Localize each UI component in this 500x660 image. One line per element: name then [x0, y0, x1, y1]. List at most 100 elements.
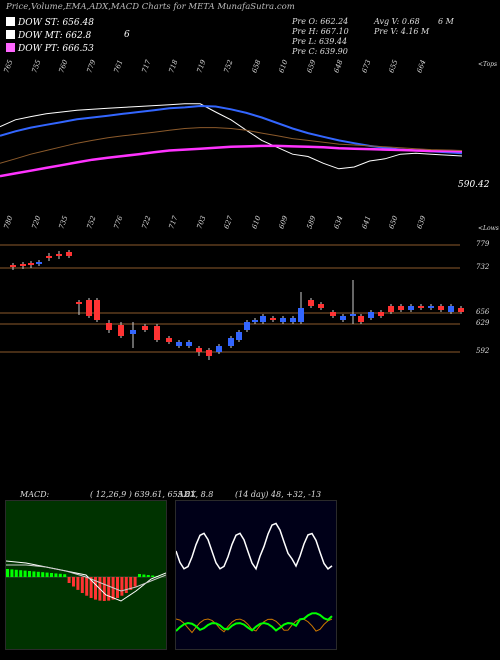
pre-low: Pre L: 639.44 [292, 37, 348, 46]
legend-dow-mt-extra: 6 [124, 30, 130, 40]
candle-body-43 [438, 306, 444, 310]
pre-open: Pre O: 662.24 [292, 17, 349, 26]
legend-swatch-pt [6, 43, 15, 52]
macd-hist-8 [41, 572, 45, 577]
avg-volume: Avg V: 0.68 [374, 17, 420, 26]
candle-body-11 [118, 325, 124, 336]
macd-signal-line [6, 564, 166, 592]
candle-body-24 [252, 320, 258, 322]
macd-hist-4 [23, 570, 27, 577]
candle-body-38 [388, 306, 394, 312]
level-label-0: 779 [476, 240, 490, 248]
adx-chart [176, 522, 333, 634]
macd-hist-10 [50, 573, 53, 577]
candle-body-33 [340, 316, 346, 320]
candle-body-7 [76, 302, 82, 304]
macd-hist-7 [36, 571, 40, 577]
candle-body-34 [350, 314, 356, 316]
candle-body-17 [186, 342, 192, 346]
macd-hist-11 [54, 573, 58, 577]
price-last-value: 590.42 [458, 180, 490, 190]
macd-hist-1 [10, 569, 14, 577]
level-label-3: 629 [476, 319, 490, 327]
macd-hist-6 [32, 571, 36, 577]
macd-line [6, 560, 166, 602]
macd-hist-30 [138, 574, 141, 577]
ema-extra-0 [0, 127, 463, 164]
macd-hist-26 [120, 577, 124, 596]
legend-dow-mt-label: DOW MT: 662.8 [18, 31, 92, 41]
price-ema-chart [0, 103, 463, 178]
macd-hist-12 [58, 573, 62, 577]
candle-body-13 [142, 326, 148, 330]
pre-volume: Pre V: 4.16 M [374, 27, 430, 36]
candle-body-18 [196, 348, 202, 352]
macd-chart [6, 560, 166, 602]
candle-body-9 [94, 300, 100, 320]
macd-hist-18 [85, 577, 89, 596]
macd-hist-3 [19, 570, 23, 577]
candle-body-40 [408, 306, 414, 310]
macd-hist-33 [151, 575, 155, 577]
pre-high: Pre H: 667.10 [292, 27, 349, 36]
candle-body-16 [176, 342, 182, 346]
adx-panel [175, 500, 337, 650]
candle-body-20 [216, 346, 222, 352]
candle-body-29 [298, 308, 304, 322]
legend-dow-st-label: DOW ST: 656.48 [18, 18, 94, 28]
macd-hist-16 [76, 577, 80, 590]
macd-values: ( 12,26,9 ) 639.61, 655.81, 8.8 [90, 490, 214, 499]
legend-dow-pt-label: DOW PT: 666.53 [18, 44, 94, 54]
level-label-1: 732 [476, 263, 490, 271]
candle-body-15 [166, 338, 172, 342]
candle-body-31 [318, 304, 324, 308]
macd-hist-27 [124, 577, 128, 594]
candle-body-1 [20, 264, 26, 266]
candle-body-5 [56, 254, 62, 256]
candle-body-36 [368, 312, 374, 318]
candle-body-37 [378, 312, 384, 316]
level-label-4: 592 [476, 347, 490, 355]
plus-di-line [176, 612, 333, 632]
candle-body-25 [260, 316, 266, 322]
lows-label: <Lows [478, 225, 499, 232]
candle-body-21 [228, 338, 234, 346]
macd-hist-9 [45, 572, 49, 577]
candle-body-39 [398, 306, 404, 310]
candle-body-45 [458, 308, 464, 312]
macd-panel [5, 500, 167, 650]
macd-hist-13 [63, 574, 67, 577]
macd-hist-23 [107, 577, 111, 601]
adx-label: ADX [178, 490, 196, 499]
ema-line-2 [0, 144, 463, 178]
candle-body-42 [428, 306, 434, 308]
legend-dow-pt: DOW PT: 666.53 [6, 43, 94, 54]
candle-body-3 [36, 262, 42, 264]
candle-body-44 [448, 306, 454, 312]
macd-hist-17 [80, 577, 84, 594]
candle-body-8 [86, 300, 92, 316]
candle-body-23 [244, 322, 250, 330]
candle-body-14 [154, 326, 160, 340]
candle-body-41 [418, 306, 424, 308]
macd-hist-25 [116, 577, 119, 598]
candle-body-2 [28, 263, 34, 265]
candle-body-6 [66, 252, 72, 256]
legend-swatch-st [6, 17, 15, 26]
minus-di-line [176, 618, 333, 634]
candle-body-32 [330, 312, 336, 316]
macd-hist-32 [146, 575, 150, 577]
ema-line-0 [0, 103, 463, 170]
adx-values: (14 day) 48, +32, -13 [235, 490, 322, 499]
adx-line [176, 522, 333, 571]
macd-hist-15 [72, 577, 75, 587]
candle-body-28 [290, 318, 296, 322]
macd-hist-22 [102, 577, 106, 601]
macd-hist-2 [14, 569, 18, 577]
avg-volume-unit: 6 M [438, 17, 454, 26]
candle-body-26 [270, 318, 276, 320]
candle-body-35 [358, 316, 364, 322]
macd-hist-19 [89, 577, 93, 598]
macd-hist-31 [142, 574, 146, 577]
macd-hist-0 [6, 569, 9, 577]
